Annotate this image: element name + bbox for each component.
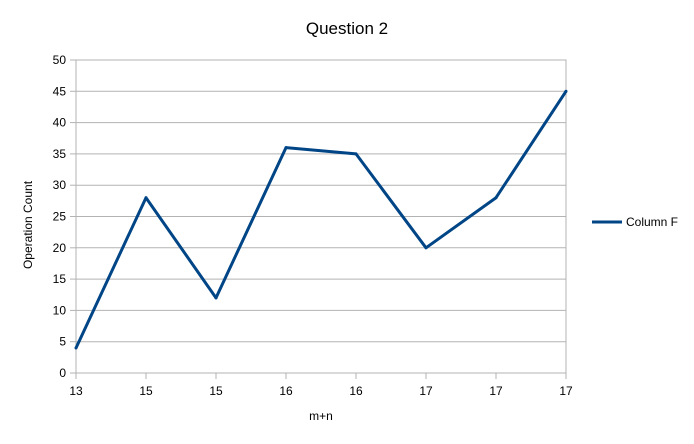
chart-title: Question 2 xyxy=(306,19,388,38)
data-point xyxy=(214,296,218,300)
y-tick-label: 15 xyxy=(53,272,67,286)
series-lines xyxy=(74,89,568,350)
y-tick-label: 30 xyxy=(53,178,67,192)
x-tick-label: 17 xyxy=(559,384,573,398)
y-tick-label: 50 xyxy=(53,53,67,67)
data-point xyxy=(564,89,568,93)
data-point xyxy=(354,152,358,156)
y-tick-label: 40 xyxy=(53,116,67,130)
y-tick-label: 35 xyxy=(53,147,67,161)
x-tick-label: 13 xyxy=(69,384,83,398)
data-point xyxy=(494,196,498,200)
x-tick-label: 17 xyxy=(489,384,503,398)
y-tick-label: 0 xyxy=(59,366,66,380)
grid-lines xyxy=(76,59,566,374)
y-axis-label: Operation Count xyxy=(21,180,35,269)
y-axis-ticks: 0 5 10 15 20 25 30 35 40 45 50 xyxy=(53,53,76,380)
y-tick-label: 45 xyxy=(53,84,67,98)
y-tick-label: 10 xyxy=(53,303,67,317)
legend-label: Column F xyxy=(626,215,678,229)
y-tick-label: 25 xyxy=(53,210,67,224)
data-point xyxy=(284,146,288,150)
series-line xyxy=(74,90,568,349)
x-axis-label: m+n xyxy=(309,409,333,423)
data-point xyxy=(74,346,78,350)
legend: Column F xyxy=(592,215,678,229)
x-tick-label: 16 xyxy=(349,384,363,398)
x-tick-label: 15 xyxy=(139,384,153,398)
data-point xyxy=(144,196,148,200)
x-tick-label: 17 xyxy=(419,384,433,398)
x-tick-label: 16 xyxy=(279,384,293,398)
x-axis-ticks: 13 15 15 16 16 17 17 17 xyxy=(69,373,573,398)
x-tick-label: 15 xyxy=(209,384,223,398)
data-point xyxy=(424,246,428,250)
y-tick-label: 5 xyxy=(59,335,66,349)
y-tick-label: 20 xyxy=(53,241,67,255)
